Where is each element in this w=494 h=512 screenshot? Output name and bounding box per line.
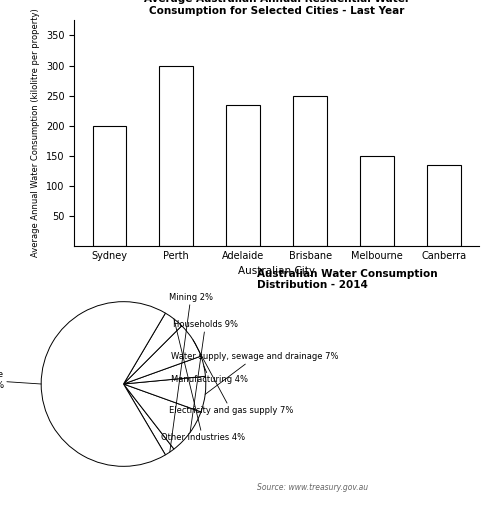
Text: Source: www.treasury.gov.au: Source: www.treasury.gov.au — [257, 482, 368, 492]
Wedge shape — [41, 302, 165, 466]
Wedge shape — [124, 313, 182, 384]
Wedge shape — [124, 376, 206, 412]
Text: Manufacturing 4%: Manufacturing 4% — [171, 366, 248, 385]
Text: Mining 2%: Mining 2% — [169, 293, 213, 452]
Bar — [160, 66, 193, 246]
Y-axis label: Average Annual Water Consumption (kilolitre per property): Average Annual Water Consumption (kiloli… — [31, 9, 40, 258]
Bar — [92, 125, 126, 246]
Wedge shape — [124, 384, 174, 455]
Wedge shape — [124, 356, 206, 384]
Text: Electricity and gas supply 7%: Electricity and gas supply 7% — [169, 340, 293, 415]
Text: Other industries 4%: Other industries 4% — [161, 319, 245, 442]
Wedge shape — [124, 326, 201, 384]
Bar — [427, 165, 461, 246]
Title: Average Australian Annual Residential Water
Consumption for Selected Cities - La: Average Australian Annual Residential Wa… — [144, 0, 410, 15]
Text: Australian Water Consumption
Distribution - 2014: Australian Water Consumption Distributio… — [257, 269, 438, 290]
X-axis label: Australian City: Australian City — [238, 266, 315, 276]
Bar — [226, 104, 260, 246]
Text: Households 9%: Households 9% — [173, 320, 238, 433]
Text: Agriculture
67%: Agriculture 67% — [0, 370, 41, 390]
Wedge shape — [124, 384, 201, 449]
Bar — [360, 156, 394, 246]
Bar — [293, 96, 327, 246]
Text: Water supply, sewage and drainage 7%: Water supply, sewage and drainage 7% — [171, 352, 339, 394]
